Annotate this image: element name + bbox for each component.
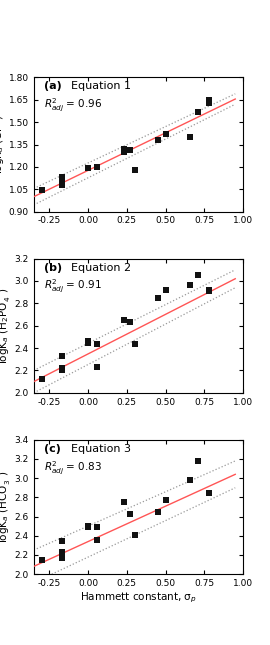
Point (156, 135, 160, 145)
Point (59, 172, 64, 183)
Point (59, 177, 64, 187)
Point (59, 550, 64, 560)
Text: $R^2_{adj}$ = 0.91: $R^2_{adj}$ = 0.91 (44, 278, 102, 295)
Point (163, 495, 168, 506)
X-axis label: Hammett constant, σ$_p$: Hammett constant, σ$_p$ (80, 591, 197, 605)
Point (59, 553, 64, 563)
Point (156, 506, 160, 517)
Point (95, 339, 99, 349)
Point (163, 129, 168, 139)
Point (59, 365, 64, 375)
Point (196, 270, 200, 281)
Point (59, 175, 64, 186)
Point (86, 336, 90, 346)
Text: (b): (b) (44, 263, 62, 273)
Point (122, 497, 126, 508)
Point (59, 547, 64, 557)
Point (163, 285, 168, 295)
Y-axis label: logK$_a$ (Cl$^-$): logK$_a$ (Cl$^-$) (0, 115, 6, 174)
Point (196, 456, 200, 466)
Text: Equation 2: Equation 2 (71, 263, 131, 273)
Point (207, 285, 211, 295)
Point (59, 363, 64, 373)
Text: (a): (a) (44, 81, 62, 92)
Point (188, 475, 193, 485)
Point (132, 530, 137, 540)
Point (59, 536, 64, 546)
Point (39, 185, 44, 195)
Point (132, 164, 137, 175)
Y-axis label: logK$_a$ (H$_2$PO$_4^-$): logK$_a$ (H$_2$PO$_4^-$) (0, 288, 12, 364)
Point (207, 97, 211, 108)
Point (122, 147, 126, 157)
Point (207, 286, 211, 296)
Text: (c): (c) (44, 444, 61, 454)
Point (86, 163, 90, 174)
Point (122, 144, 126, 154)
Point (86, 521, 90, 531)
Point (95, 522, 99, 532)
Point (207, 488, 211, 498)
Text: Equation 3: Equation 3 (71, 444, 131, 454)
Point (128, 317, 132, 328)
Point (132, 339, 137, 349)
Point (39, 555, 44, 565)
Y-axis label: logK$_a$ (HCO$_3^-$): logK$_a$ (HCO$_3^-$) (0, 471, 12, 543)
Point (86, 337, 90, 348)
Point (86, 522, 90, 532)
Point (95, 362, 99, 372)
Point (196, 106, 200, 117)
Point (95, 535, 99, 546)
Point (59, 364, 64, 375)
Point (207, 95, 211, 105)
Point (188, 281, 193, 291)
Point (59, 351, 64, 361)
Point (188, 132, 193, 142)
Point (95, 162, 99, 172)
Point (128, 145, 132, 155)
Text: Equation 1: Equation 1 (71, 81, 131, 92)
Point (122, 315, 126, 325)
Point (39, 374, 44, 384)
Point (156, 293, 160, 303)
Text: $R^2_{adj}$ = 0.83: $R^2_{adj}$ = 0.83 (44, 459, 102, 477)
Text: $R^2_{adj}$ = 0.96: $R^2_{adj}$ = 0.96 (44, 97, 103, 114)
Point (128, 508, 132, 519)
Point (59, 179, 64, 190)
